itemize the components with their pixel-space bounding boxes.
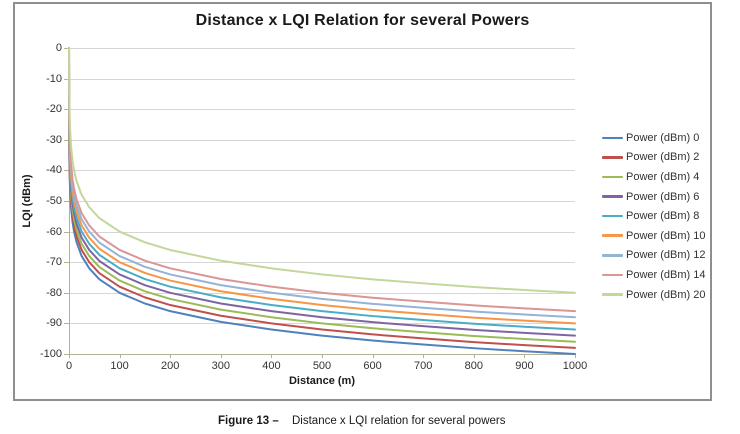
legend-line-swatch xyxy=(602,234,623,238)
legend-label: Power (dBm) 12 xyxy=(626,249,706,262)
legend-line-swatch xyxy=(602,195,623,198)
plot-area xyxy=(64,47,576,358)
legend-item: Power (dBm) 6 xyxy=(602,187,705,207)
legend-line-swatch xyxy=(602,293,623,296)
figure-caption-label: Figure 13 – xyxy=(218,415,279,427)
series-line-power-8 xyxy=(68,47,576,331)
legend-label: Power (dBm) 8 xyxy=(626,210,700,223)
legend-line-swatch xyxy=(602,254,623,257)
figure-caption-text: Distance x LQI relation for several powe… xyxy=(292,415,506,427)
legend-label: Power (dBm) 6 xyxy=(626,190,700,203)
legend-label: Power (dBm) 10 xyxy=(626,229,706,242)
x-tick-label: 600 xyxy=(363,360,382,372)
series-line-power-10 xyxy=(68,47,576,325)
legend-item: Power (dBm) 12 xyxy=(602,246,705,266)
x-tick-label: 700 xyxy=(414,360,433,372)
y-tick-label: -70 xyxy=(46,256,62,269)
x-tick-label: 500 xyxy=(312,360,332,372)
x-tick-label: 800 xyxy=(464,360,483,372)
chart-legend: Power (dBm) 0 Power (dBm) 2 Power (dBm) 4 P… xyxy=(602,128,705,304)
legend-label: Power (dBm) 14 xyxy=(626,268,706,281)
legend-label: Power (dBm) 2 xyxy=(626,151,700,164)
y-tick-label: -90 xyxy=(46,317,62,330)
legend-item: Power (dBm) 20 xyxy=(602,285,705,305)
legend-label: Power (dBm) 0 xyxy=(626,131,700,144)
legend-line-swatch xyxy=(602,156,623,159)
x-tick-label: 400 xyxy=(262,360,281,372)
legend-item: Power (dBm) 8 xyxy=(602,206,705,226)
figure-caption: Figure 13 – Distance x LQI relation for … xyxy=(218,415,505,427)
legend-item: Power (dBm) 4 xyxy=(602,167,705,187)
x-tick-label: 900 xyxy=(515,360,534,372)
series-line-power-12 xyxy=(68,47,576,319)
y-tick-label: -20 xyxy=(46,103,62,116)
series-line-power-14 xyxy=(68,47,576,313)
y-tick-label: -80 xyxy=(46,286,62,299)
y-tick-label: 0 xyxy=(55,42,62,54)
chart-title: Distance x LQI Relation for several Powe… xyxy=(195,12,530,29)
legend-item: Power (dBm) 2 xyxy=(602,148,705,168)
x-tick-label: 0 xyxy=(65,360,73,372)
y-tick-label: -30 xyxy=(46,133,62,146)
x-tick-label: 300 xyxy=(211,360,230,372)
x-axis-title: Distance (m) xyxy=(288,375,356,387)
legend-label: Power (dBm) 4 xyxy=(626,170,700,183)
y-tick-label: -10 xyxy=(46,72,62,85)
chart-frame: Distance x LQI Relation for several Powe… xyxy=(13,2,712,401)
y-tick-label: -50 xyxy=(46,195,62,207)
x-tick-label: 100 xyxy=(110,360,129,372)
x-tick-label: 200 xyxy=(161,360,180,372)
legend-line-swatch xyxy=(602,273,623,277)
legend-line-swatch xyxy=(602,136,623,140)
legend-item: Power (dBm) 10 xyxy=(602,226,705,246)
y-tick-label: -40 xyxy=(46,164,62,177)
y-tick-label: -100 xyxy=(39,348,62,360)
legend-line-swatch xyxy=(602,214,623,218)
legend-item: Power (dBm) 0 xyxy=(602,128,705,148)
y-tick-label: -60 xyxy=(46,225,62,238)
legend-item: Power (dBm) 14 xyxy=(602,265,705,285)
x-tick-label: 1000 xyxy=(562,360,588,372)
legend-line-swatch xyxy=(602,175,623,179)
legend-label: Power (dBm) 20 xyxy=(626,288,706,301)
series-line-power-20 xyxy=(68,47,576,294)
